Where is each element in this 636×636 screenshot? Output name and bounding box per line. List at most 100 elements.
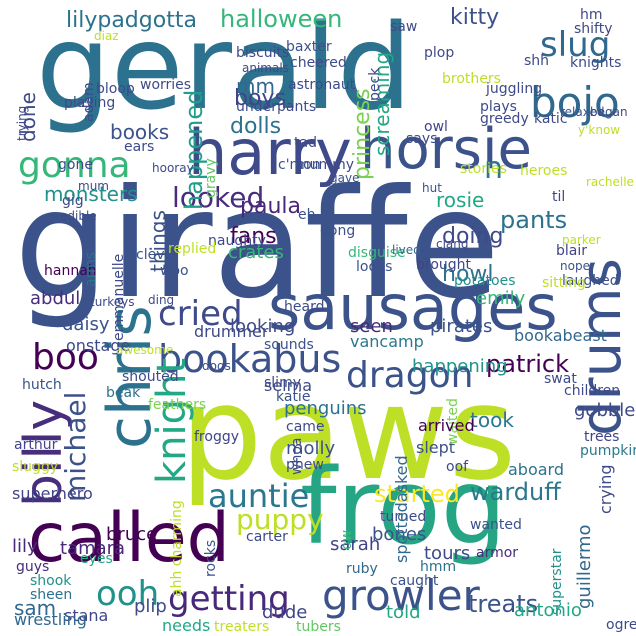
word-crates: crates (228, 242, 284, 263)
word-turkeys: turkeys (90, 295, 135, 309)
word-horsie: horsie (360, 117, 532, 182)
word-armor: armor (476, 545, 519, 561)
word-heroes: heroes (520, 163, 568, 179)
word-playing: playing (64, 95, 116, 111)
word-bones: bones (372, 524, 427, 545)
word-hooray: hooray (152, 161, 194, 175)
word-seen: seen (350, 316, 393, 337)
word-sam: sam (14, 596, 57, 620)
word-howl: howl (442, 262, 494, 287)
word-worries: worries (140, 77, 192, 93)
word-juggling: juggling (486, 81, 543, 97)
word-treats: treats (468, 590, 539, 618)
word-katic: katic (534, 111, 568, 127)
word-spottedasked: spottedasked (392, 454, 411, 563)
word-tours: tours (424, 543, 471, 564)
word-ding: ding (148, 293, 175, 307)
word-shifty: shifty (574, 21, 613, 37)
word-adam: adam (81, 81, 97, 122)
word-rocks: rocks (203, 539, 219, 578)
word-mm: mm (236, 74, 275, 98)
word-told: told (386, 602, 421, 623)
word-feathers: feathers (148, 397, 207, 413)
word-nope: nope (560, 259, 590, 273)
word-swat: swat (544, 371, 577, 387)
word-called: called (28, 499, 230, 578)
word-baxter: baxter (286, 39, 332, 55)
word-hannah: hannah (44, 263, 97, 279)
word-bookabus: bookabus (158, 337, 342, 381)
word-sluggy: sluggy (12, 459, 59, 475)
word-doing: doing (442, 224, 504, 249)
word-ears: ears (124, 139, 155, 155)
word-knights: knights (570, 55, 622, 71)
word-giraffe: giraffe (14, 158, 501, 332)
word-whoa: whoa (289, 437, 305, 476)
word-brothers: brothers (442, 71, 501, 87)
word-replied: replied (168, 241, 217, 257)
word-gone: gone (58, 157, 93, 173)
word-n: n (484, 151, 504, 186)
word-bookabeast: bookabeast (514, 326, 607, 345)
word-c-mon: c'mon (278, 157, 321, 173)
word-arms: arms (83, 251, 99, 288)
word-looking: looking (230, 316, 296, 337)
word-superhero: superhero (12, 484, 93, 503)
word-stories: stories (460, 161, 507, 177)
word-emily: emily (476, 288, 526, 309)
word-mum: mum (78, 179, 109, 193)
word-gerald: gerald (36, 0, 413, 136)
word-getting: getting (168, 579, 290, 619)
word-books: books (110, 120, 170, 144)
word-hmm: hmm (420, 559, 457, 575)
word-parker: parker (562, 233, 601, 247)
word-auntie: auntie (208, 477, 310, 515)
word-laughed: laughed (562, 273, 619, 289)
word-katie: katie (276, 389, 311, 405)
word-guys: guys (16, 559, 50, 575)
word-wanted: wanted (470, 517, 522, 533)
word-slept: slept (416, 438, 456, 457)
word-cried: cried (158, 294, 243, 334)
word-bojo: bojo (530, 78, 620, 127)
word-ow: ow (339, 530, 355, 551)
word-bloop: bloop (96, 81, 135, 97)
word-boo: boo (32, 337, 99, 378)
word-gravy: gravy (203, 157, 219, 198)
word-looked: looked (172, 181, 265, 214)
word-abdul: abdul (30, 288, 81, 309)
word-dogs: dogs (202, 359, 231, 373)
word-slimy: slimy (264, 375, 301, 391)
word-phew: phew (286, 457, 324, 473)
word-stana: stana (64, 606, 109, 625)
word-underpants: underpants (236, 99, 317, 115)
word-trees: trees (584, 429, 620, 445)
word-sarah: sarah (330, 534, 381, 555)
word-plop: plop (424, 45, 455, 61)
word-awesome: awesome (116, 343, 174, 357)
word-growler: growler (322, 571, 480, 620)
word-kitty: kitty (450, 5, 500, 30)
word-happening: happening (412, 356, 508, 377)
word-ruby: ruby (346, 561, 378, 577)
word-looks: looks (356, 259, 393, 275)
word-rachelle: rachelle (586, 175, 634, 189)
word-brought: brought (416, 257, 472, 273)
word-oof: oof (446, 459, 469, 475)
word-gig: gig (62, 193, 84, 209)
word-onstage: onstage (66, 336, 131, 355)
word-biscuits: biscuits (236, 45, 290, 61)
word-sausages: sausages (268, 271, 558, 344)
word-needs: needs (162, 616, 211, 635)
word-fans: fans (230, 224, 277, 249)
word-came: came (286, 419, 325, 435)
word-superstar: superstar (549, 547, 565, 615)
word-hutch: hutch (22, 377, 62, 393)
word-gobble: gobble (574, 400, 636, 421)
word-eh: eh (298, 207, 316, 223)
word-boys: boys (234, 86, 286, 111)
word-carter: carter (246, 529, 288, 545)
word-clever: clever (136, 247, 179, 263)
word-began: began (590, 105, 628, 119)
word-ahh-charming: ahh charming (169, 499, 185, 597)
